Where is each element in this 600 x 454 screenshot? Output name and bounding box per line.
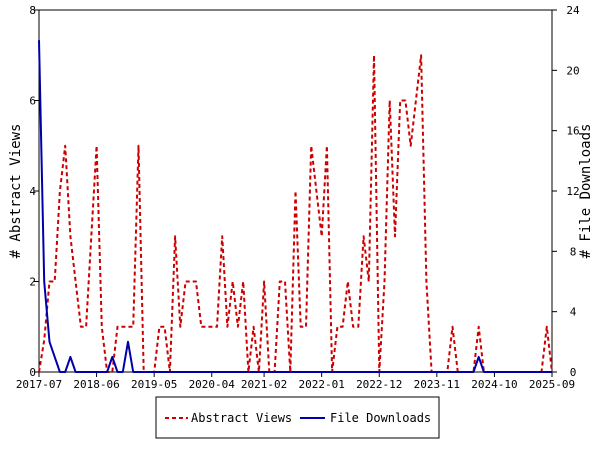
y-left-tick-label: 8: [29, 4, 36, 17]
y-left-axis-title: # Abstract Views: [8, 124, 24, 259]
x-tick-label: 2018-06: [73, 378, 119, 391]
x-tick-label: 2024-10: [471, 378, 517, 391]
legend-label-abstract-views: Abstract Views: [191, 411, 292, 425]
x-tick-label: 2019-05: [131, 378, 177, 391]
x-tick-label: 2022-01: [298, 378, 344, 391]
y-right-tick-label: 0: [570, 366, 577, 379]
ticks-layer: 2017-07 2018-06 2019-05 2020-04 2021-02 2022-…: [16, 4, 580, 391]
y-right-tick-label: 20: [566, 64, 579, 77]
y-left-tick-label: 6: [29, 95, 36, 108]
y-left-tick-label: 0: [29, 366, 36, 379]
y-right-tick-label: 4: [570, 306, 577, 319]
x-tick-label: 2021-02: [241, 378, 287, 391]
y-right-tick-label: 8: [570, 245, 577, 258]
legend-box: [155, 396, 440, 439]
y-left-tick-label: 4: [29, 185, 36, 198]
x-tick-label: 2022-12: [356, 378, 402, 391]
legend-label-file-downloads: File Downloads: [330, 411, 431, 425]
y-right-tick-label: 12: [566, 185, 579, 198]
x-tick-label: 2025-09: [529, 378, 575, 391]
legend: Abstract Views File Downloads: [155, 396, 440, 439]
y-right-tick-label: 24: [566, 4, 580, 17]
y-right-tick-label: 16: [566, 125, 579, 138]
series-layer: [38, 40, 553, 373]
plot-frame: [38, 9, 553, 373]
x-tick-label: 2017-07: [16, 378, 62, 391]
series-line-file-downloads: [38, 40, 552, 373]
x-tick-label: 2023-11: [414, 378, 460, 391]
series-line-abstract-views: [38, 54, 553, 373]
x-tick-label: 2020-04: [189, 378, 236, 391]
y-right-axis-title: # File Downloads: [578, 124, 594, 259]
y-left-tick-label: 2: [29, 276, 36, 289]
